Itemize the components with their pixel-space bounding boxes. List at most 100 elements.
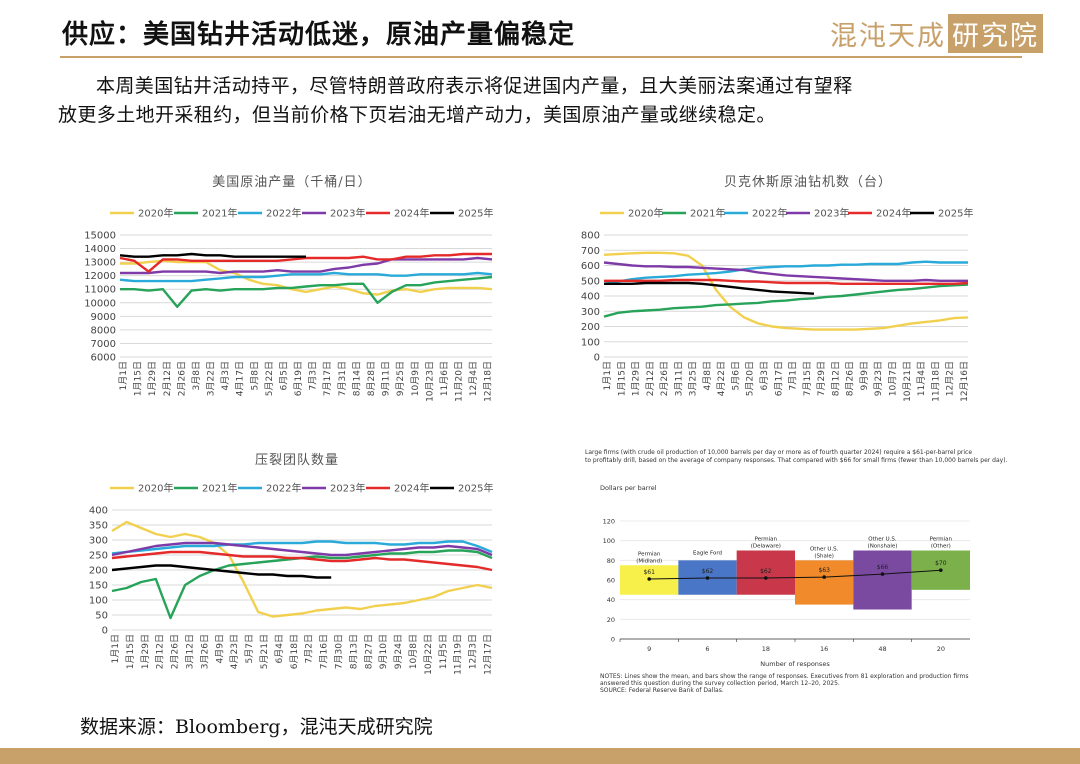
x-tick-label: 4月17日 <box>235 361 246 396</box>
category-label-sub: (Delaware) <box>751 544 781 550</box>
x-tick-label: 8月26日 <box>845 361 856 396</box>
series-line-2020年 <box>603 251 969 331</box>
x-tick-label: 11月20日 <box>454 361 465 402</box>
y-tick-label: 200 <box>89 566 108 577</box>
legend-label: 2025年 <box>458 207 493 220</box>
series-line-2024年 <box>119 252 492 273</box>
x-tick-label: 12月4日 <box>468 361 479 396</box>
x-tick-label: 8月14日 <box>351 361 362 396</box>
series-line-2022年 <box>119 271 493 283</box>
y-tick-label: 300 <box>89 536 108 547</box>
x-tick-label: 7月3日 <box>308 361 319 390</box>
x-tick-label: 12月18日 <box>483 361 494 402</box>
y-tick-label: 13000 <box>84 258 116 269</box>
x-tick-label: 10月8日 <box>408 634 419 669</box>
category-label: Eagle Ford <box>693 550 722 556</box>
mean-label: $62 <box>702 568 714 575</box>
chart-dallas-fed-breakeven: Large firms (with crude oil production o… <box>585 446 1008 700</box>
x-tick-label: 6月5日 <box>278 361 289 390</box>
x-tick-label: 10月21日 <box>902 361 913 402</box>
x-tick-label: 4月9日 <box>214 634 225 663</box>
mean-label: $62 <box>760 568 772 575</box>
x-tick-label: 11月18日 <box>930 361 941 402</box>
legend-label: 2024年 <box>876 207 911 220</box>
x-tick-label: 1月15日 <box>125 634 136 669</box>
series-line-2020年 <box>120 259 493 296</box>
legend-label: 2023年 <box>814 207 849 220</box>
category-label: Permian <box>755 537 778 543</box>
x-tick-label: 1月15日 <box>616 361 627 396</box>
x-tick-label: 1月29日 <box>147 361 158 396</box>
legend-label: 2021年 <box>202 482 237 495</box>
page-title: 供应：美国钻井活动低迷，原油产量偏稳定 <box>62 20 576 50</box>
y-tick-label: 6000 <box>91 353 116 364</box>
x-tick-label: 4月23日 <box>229 634 240 669</box>
range-bar-3 <box>795 560 854 605</box>
legend-label: 2023年 <box>330 207 365 220</box>
series-line-2024年 <box>111 550 493 572</box>
x-tick-label: 5月22日 <box>264 361 275 396</box>
legend-label: 2021年 <box>202 207 237 220</box>
x-tick-label: 11月19日 <box>453 634 464 675</box>
category-label-sub: (Midland) <box>636 558 662 564</box>
x-tick-label: 11月4日 <box>916 361 927 396</box>
x-tick-label: 5月6日 <box>730 361 741 390</box>
series-line-2022年 <box>111 540 493 555</box>
x-tick-label: 9月24日 <box>393 634 404 669</box>
series-line-2021年 <box>120 275 493 309</box>
x-tick-label: 1月1日 <box>602 361 613 390</box>
summary-line-2: 放更多土地开采租约，但当前价格下页岩油无增产动力，美国原油产量或继续稳定。 <box>58 104 776 126</box>
chart-us-crude-production: 美国原油产量（千桶/日） 2020年 2021年 2022年 2023年 2024年 202… <box>82 168 502 442</box>
series-line-2025年 <box>111 564 332 579</box>
y-tick-label: 80 <box>607 557 615 565</box>
x-tick-label: 3月11日 <box>673 361 684 396</box>
x-tick-label: 10月23日 <box>424 361 435 402</box>
legend-label: 2020年 <box>628 207 663 220</box>
x-tick-label: 7月15日 <box>802 361 813 396</box>
x-tick-label: 11月6日 <box>439 361 450 396</box>
x-tick-label: 3月22日 <box>206 361 217 396</box>
series-line-2022年 <box>603 260 968 285</box>
y-tick-label: 15000 <box>84 231 116 242</box>
y-tick-label: 8000 <box>91 325 116 336</box>
x-tick-label: 7月29日 <box>816 361 827 396</box>
chart-svg: 贝克休斯原油钻机数（台） 2020年 2021年 2022年 2023年 2024年 202… <box>581 175 974 402</box>
mean-label: $61 <box>643 569 655 576</box>
chart-frac-spread-count: 压裂团队数量 2020年 2021年 2022年 2023年 2024年 2025年 400 3… <box>82 446 502 720</box>
x-tick-label: 4月3日 <box>220 361 231 390</box>
mean-point <box>880 572 885 576</box>
footer-bar <box>0 748 1080 764</box>
title-divider <box>60 56 1022 58</box>
legend-label: 2024年 <box>394 482 429 495</box>
series-line-2024年 <box>604 278 969 286</box>
series-line-2020年 <box>111 520 493 618</box>
mean-label: $63 <box>818 567 830 574</box>
x-tick-label: 7月1日 <box>788 361 799 390</box>
y-tick-label: 100 <box>581 337 600 348</box>
data-source: 数据来源：Bloomberg，混沌天成研究院 <box>80 716 433 738</box>
x-tick-label: 2月26日 <box>659 361 670 396</box>
y-tick-label: 400 <box>581 292 600 303</box>
mean-label: $66 <box>877 564 889 571</box>
legend-label: 2020年 <box>138 207 173 220</box>
x-tick-label: 4月8日 <box>702 361 713 390</box>
category-label-sub: (Other) <box>931 544 951 550</box>
legend-label: 2022年 <box>266 207 301 220</box>
series-line-2023年 <box>120 256 493 275</box>
x-tick-label: 8月13日 <box>348 634 359 669</box>
x-tick-label: 12月17日 <box>483 634 494 675</box>
series-line-2023年 <box>111 541 493 557</box>
note-top-line-2: to profitably drill, based on the averag… <box>585 457 1008 464</box>
y-tick-label: 500 <box>581 276 600 287</box>
x-tick-label: 6月17日 <box>773 361 784 396</box>
x-tick-label: 9月9日 <box>859 361 870 390</box>
legend-label: 2024年 <box>394 207 429 220</box>
y-tick-label: 600 <box>581 261 600 272</box>
note-bottom-line-1: NOTES: Lines show the mean, and bars sho… <box>600 673 968 680</box>
series-line-2025年 <box>604 281 815 295</box>
x-tick-label: 18 <box>762 645 770 653</box>
legend-label: 2023年 <box>330 482 365 495</box>
x-tick-label: 9月10日 <box>378 634 389 669</box>
x-tick-label: 2月12日 <box>645 361 656 396</box>
x-tick-label: 1月29日 <box>631 361 642 396</box>
